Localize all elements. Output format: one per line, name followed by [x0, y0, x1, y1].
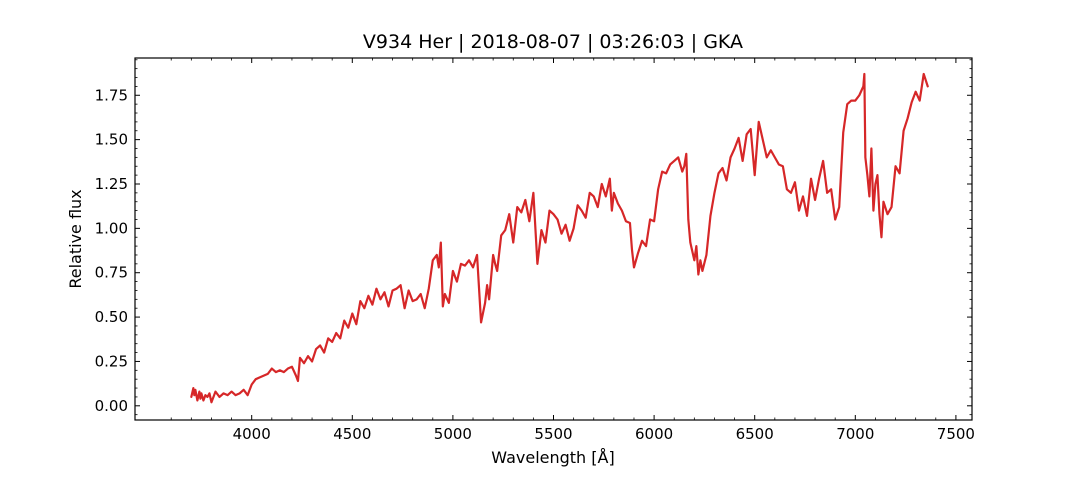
x-tick-label: 5000: [434, 425, 472, 443]
y-tick-label: 1.25: [95, 175, 128, 193]
series-line-spectrum: [190, 72, 929, 404]
y-tick-label: 0.00: [95, 397, 128, 415]
y-tick-label: 0.25: [95, 352, 128, 370]
y-tick-label: 0.50: [95, 308, 128, 326]
y-tick-label: 1.00: [95, 219, 128, 237]
plot-frame: [134, 57, 973, 421]
y-axis-label: Relative flux: [66, 189, 85, 288]
x-tick-label: 6500: [736, 425, 774, 443]
x-tick-label: 7000: [836, 425, 874, 443]
x-tick-label: 5500: [534, 425, 572, 443]
y-tick-label: 1.75: [95, 86, 128, 104]
x-tick-label: 7500: [937, 425, 975, 443]
x-tick-label: 4000: [233, 425, 271, 443]
y-tick-label: 1.50: [95, 131, 128, 149]
tick-layer: 4000 4500 5000 5500 6000 6500 7000 7500 0.00 0.25…: [95, 58, 975, 443]
y-tick-label: 0.75: [95, 264, 128, 282]
x-tick-label: 4500: [333, 425, 371, 443]
x-axis-label: Wavelength [Å]: [491, 448, 614, 467]
x-tick-label: 6000: [635, 425, 673, 443]
series-layer: [190, 72, 929, 404]
chart-title: V934 Her | 2018-08-07 | 03:26:03 | GKA: [363, 31, 743, 53]
